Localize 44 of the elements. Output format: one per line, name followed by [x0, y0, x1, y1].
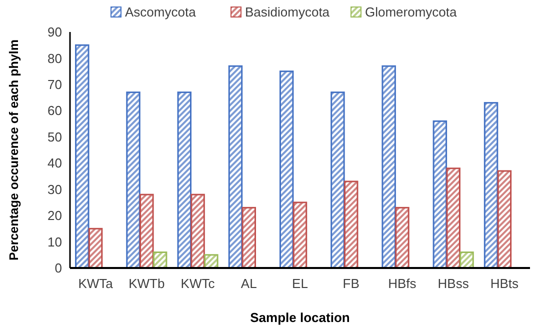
bar [88, 228, 103, 269]
x-tick-label: FB [342, 276, 360, 291]
bar [204, 254, 218, 269]
bar [382, 65, 396, 269]
y-tick-label: 20 [48, 208, 62, 224]
x-tick-label: EL [292, 276, 308, 291]
x-tick-label: KWTb [128, 276, 165, 291]
x-tick-label: HBss [438, 276, 470, 291]
y-tick-label: 40 [48, 156, 62, 171]
y-tick-label: 70 [48, 76, 62, 92]
bar [344, 180, 358, 269]
bar [177, 92, 192, 269]
y-tick-label: 90 [48, 24, 62, 40]
bar [395, 206, 410, 269]
y-tick-label: 10 [48, 234, 62, 250]
x-tick-label: HBts [490, 276, 520, 291]
bar [497, 170, 512, 269]
x-axis-title: Sample location [250, 310, 350, 325]
bar [292, 202, 308, 269]
bar [446, 168, 460, 269]
legend-label: Basidiomycota [245, 4, 330, 20]
y-tick-label: 30 [48, 182, 62, 197]
x-tick-label: AL [240, 276, 257, 291]
bar [228, 65, 243, 269]
bar [242, 206, 256, 269]
x-tick-label: KWTc [180, 276, 216, 291]
bar [460, 252, 474, 269]
bar [140, 194, 154, 269]
x-tick-label: HBfs [388, 276, 417, 291]
bar [75, 44, 90, 269]
y-axis-title: Percentage occurence of each phylm [7, 40, 21, 260]
bar [190, 194, 205, 269]
bar [279, 70, 294, 269]
bar [126, 92, 140, 269]
y-tick-label: 0 [54, 260, 62, 276]
legend-label: Glomeromycota [365, 4, 458, 20]
y-tick-label: 50 [48, 129, 62, 144]
bar [484, 102, 498, 269]
y-tick-label: 80 [48, 50, 62, 66]
legend-label: Ascomycota [125, 4, 197, 20]
x-tick-label: KWTa [78, 276, 114, 291]
y-tick-label: 60 [48, 103, 62, 118]
bar [330, 92, 345, 269]
bar [432, 120, 448, 269]
